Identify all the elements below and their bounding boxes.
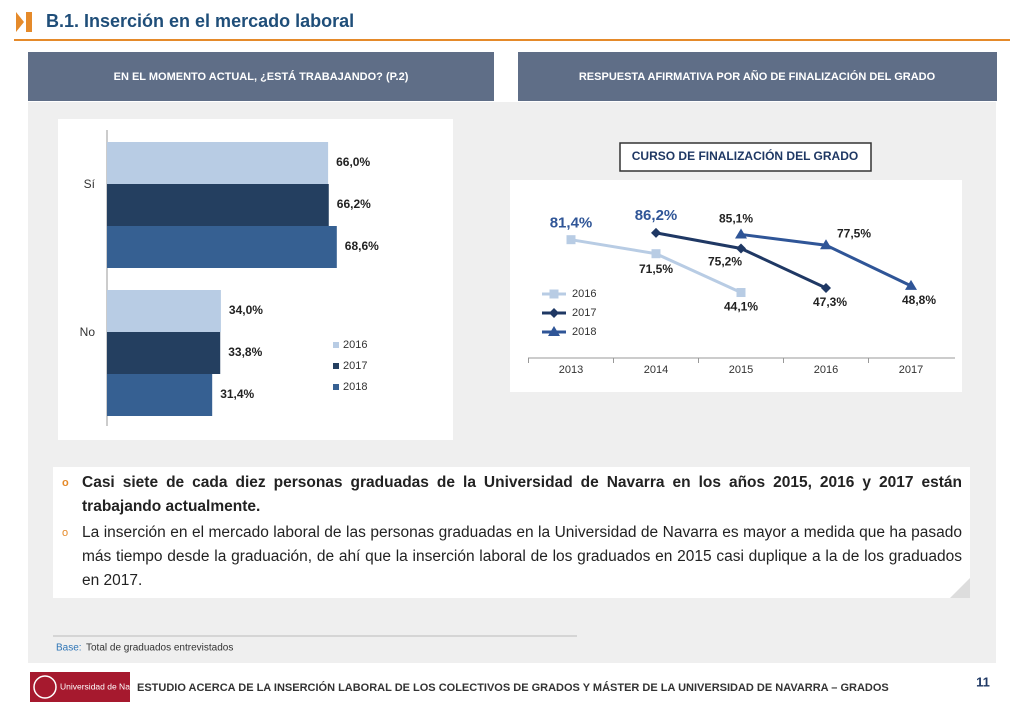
x-tick-label: 2017 [899,364,923,376]
marker [821,282,831,293]
panel-title: RESPUESTA AFIRMATIVA POR AÑO DE FINALIZA… [579,70,936,83]
base-text: Total de graduados entrevistados [86,643,233,654]
legend-label: 2016 [572,288,596,300]
bar [107,332,221,374]
bar [107,226,337,268]
x-tick-label: 2014 [644,364,668,376]
marker [736,288,746,298]
data-label: 81,4% [550,215,593,232]
panel-header [28,52,494,101]
bullets: Casi siete de cada diez personas graduad… [62,471,962,595]
data-label: 77,5% [837,226,871,240]
data-label: 34,0% [229,303,263,317]
data-label: 66,0% [336,155,370,169]
marker [549,308,559,318]
footer-text: ESTUDIO ACERCA DE LA INSERCIÓN LABORAL D… [137,681,889,694]
chart-box [510,180,962,392]
marker [735,228,747,239]
legend-swatch [333,384,339,390]
x-tick-label: 2016 [814,364,838,376]
chart-subtitle: CURSO DE FINALIZACIÓN DEL GRADO [632,148,858,163]
bar [107,374,213,416]
logo [30,672,130,702]
bar [107,184,329,226]
data-label: 47,3% [813,295,847,309]
data-label: 86,2% [635,207,678,224]
data-label: 48,8% [902,293,936,307]
marker [549,289,559,299]
marker [651,227,661,238]
marker [566,235,576,245]
bar [107,290,221,332]
marker [736,243,746,254]
legend-swatch [333,342,339,348]
title-icon [16,12,24,32]
marker [820,239,832,250]
bullet: Casi siete de cada diez personas graduad… [62,471,962,519]
bullet: La inserción en el mercado laboral de la… [62,521,962,593]
category-label: Sí [84,177,96,191]
marker [651,249,661,259]
category-label: No [80,325,96,339]
x-tick-label: 2013 [559,364,583,376]
logo-text: Universidad de Navarra [60,681,150,691]
subtitle-box [619,142,872,172]
panel-title: EN EL MOMENTO ACTUAL, ¿ESTÁ TRABAJANDO? … [114,70,409,83]
marker [905,279,917,290]
page-number: 11 [976,674,990,689]
legend-label: 2017 [572,307,596,319]
logo-seal [33,675,57,699]
x-tick-label: 2015 [729,364,753,376]
page-title: B.1. Inserción en el mercado laboral [46,11,354,31]
data-label: 71,5% [639,262,673,276]
bar [107,142,329,184]
data-label: 33,8% [228,345,262,359]
legend-swatch [333,363,339,369]
data-label: 68,6% [345,239,379,253]
legend-label: 2018 [343,381,367,393]
data-label: 85,1% [719,212,753,226]
panel-header [518,52,997,101]
legend-label: 2018 [572,326,596,338]
data-label: 44,1% [724,300,758,314]
data-label: 75,2% [708,255,742,269]
title-icon-bar [26,12,32,32]
marker [548,326,560,336]
data-label: 31,4% [220,387,254,401]
data-label: 66,2% [337,197,371,211]
base-label: Base: [56,643,82,654]
legend-label: 2017 [343,360,367,372]
legend-label: 2016 [343,339,367,351]
